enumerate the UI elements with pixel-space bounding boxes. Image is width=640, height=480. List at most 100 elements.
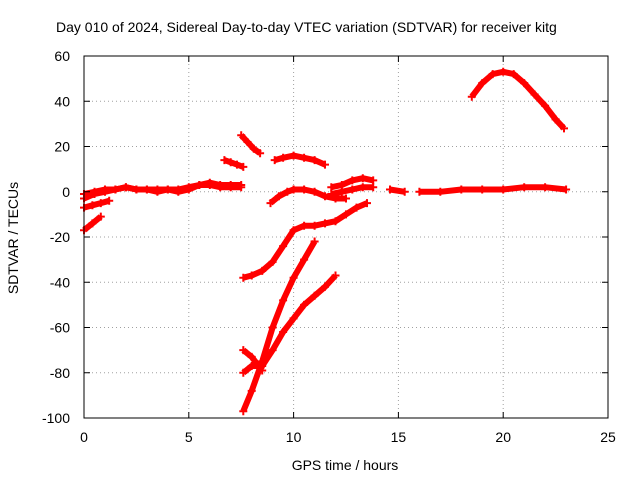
series-arc-13h-lower <box>327 183 378 198</box>
data-point <box>541 101 550 110</box>
data-point <box>520 183 529 192</box>
data-point <box>321 219 329 228</box>
series-line <box>469 68 567 131</box>
data-point <box>541 183 550 192</box>
data-point <box>289 151 298 160</box>
data-point <box>101 185 109 194</box>
series-arc-afternoon-flat <box>415 183 571 196</box>
data-point <box>499 185 508 194</box>
series-arc-6h-bump <box>220 156 248 171</box>
data-point <box>321 160 329 169</box>
data-point <box>551 115 560 124</box>
data-point <box>562 185 571 194</box>
x-tick-label: 25 <box>600 429 616 445</box>
data-point <box>153 185 162 194</box>
data-point <box>509 70 518 79</box>
y-axis-title: SDTVAR / TECUs <box>5 182 21 294</box>
data-point <box>239 273 248 282</box>
data-point <box>310 237 319 246</box>
data-point <box>184 183 193 192</box>
data-point <box>310 221 319 230</box>
data-point <box>174 185 183 194</box>
data-point <box>386 185 394 194</box>
series-group <box>80 67 571 416</box>
data-point <box>289 273 298 282</box>
data-point <box>220 156 229 165</box>
data-point <box>239 407 248 416</box>
data-point <box>237 181 246 189</box>
x-tick-label: 15 <box>391 429 407 445</box>
data-point <box>163 185 172 194</box>
data-point <box>132 185 141 194</box>
data-point <box>436 187 445 196</box>
tick-labels: 0 5 10 15 20 25 -100 -80 -60 -40 -20 0 20 40 60 <box>42 48 616 445</box>
data-point <box>96 199 105 208</box>
data-point <box>239 162 248 171</box>
data-point <box>331 271 340 280</box>
data-point <box>337 181 346 189</box>
data-point <box>530 90 539 99</box>
data-point <box>268 346 277 355</box>
x-tick-label: 0 <box>80 429 88 445</box>
series-arc-cross-down <box>239 346 267 375</box>
data-point <box>300 153 309 162</box>
data-point <box>274 192 283 201</box>
data-point <box>111 185 120 194</box>
data-point <box>283 187 292 196</box>
y-tick-label: 20 <box>54 139 70 155</box>
data-point <box>369 176 378 185</box>
data-point <box>121 183 130 192</box>
series-line <box>83 197 110 211</box>
data-point <box>249 144 258 153</box>
data-point <box>560 124 568 133</box>
series-arc-14-15h-dots <box>386 185 409 196</box>
series-arc-20h-peak <box>467 67 568 133</box>
data-point <box>369 183 378 192</box>
data-point <box>300 185 309 194</box>
data-point <box>310 187 319 196</box>
data-point <box>289 185 298 194</box>
x-tick-label: 20 <box>495 429 511 445</box>
y-tick-label: 60 <box>54 48 70 64</box>
series-line <box>83 179 242 197</box>
series-arc-10h-hump <box>270 151 329 169</box>
data-point <box>96 212 105 221</box>
data-point <box>243 138 252 146</box>
data-point <box>289 314 298 323</box>
data-point <box>247 352 256 361</box>
series-arc-13h-bump <box>327 174 378 192</box>
data-point <box>348 185 357 194</box>
y-tick-label: -80 <box>50 365 70 381</box>
data-point <box>342 194 350 203</box>
data-point <box>88 219 97 228</box>
data-point <box>88 201 97 210</box>
data-point <box>239 368 248 377</box>
y-tick-label: -100 <box>42 410 70 426</box>
data-point <box>327 190 336 198</box>
data-point <box>226 158 235 167</box>
data-point <box>247 362 256 370</box>
series-line <box>238 133 262 156</box>
data-point <box>488 70 497 79</box>
y-tick-label: 40 <box>54 93 70 109</box>
data-point <box>478 185 487 194</box>
y-tick-label: 0 <box>62 184 70 200</box>
data-point <box>258 366 267 375</box>
data-point <box>321 282 329 291</box>
data-point <box>358 174 367 183</box>
data-point <box>321 192 329 201</box>
data-point <box>363 199 371 208</box>
data-point <box>226 181 235 189</box>
data-point <box>233 160 241 169</box>
data-point <box>258 266 267 275</box>
data-point <box>415 187 424 196</box>
series-arc-sweep-up-b <box>239 237 319 416</box>
series-arc-sweep-up-a <box>239 199 371 282</box>
data-point <box>520 79 529 88</box>
data-point <box>289 226 298 235</box>
data-point <box>300 221 309 230</box>
data-point <box>216 181 225 189</box>
data-point <box>142 185 151 194</box>
